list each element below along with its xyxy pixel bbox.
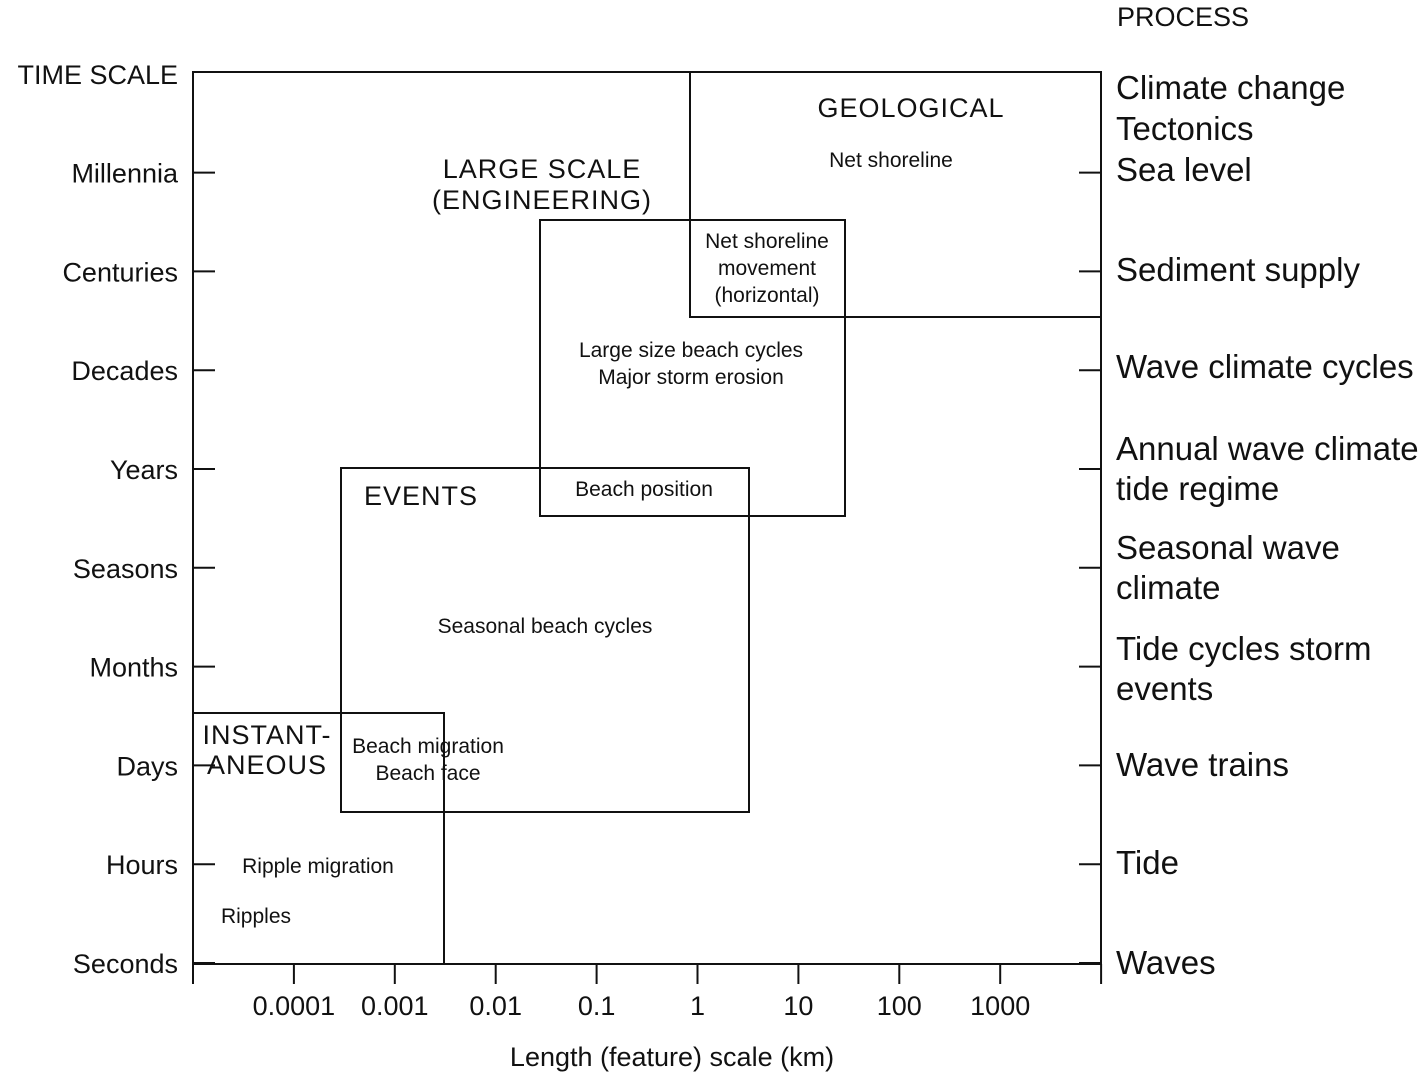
time-label-decades: Decades <box>71 356 178 386</box>
instantaneous-region <box>192 712 445 965</box>
process-label-wave-trains: Wave trains <box>1116 746 1289 783</box>
net-shoreline-movement-label: movement <box>718 257 816 280</box>
geological-region <box>689 71 1102 318</box>
region-annotations: GEOLOGICAL LARGE SCALE(ENGINEERING) EVENTS… <box>203 93 1004 928</box>
length-label: 0.0001 <box>253 991 336 1021</box>
events-region <box>340 467 750 813</box>
time-label-millennia: Millennia <box>71 159 179 189</box>
net-shoreline-movement-label: (horizontal) <box>714 284 819 307</box>
process-title: PROCESS <box>1117 2 1249 32</box>
length-axis: 0.0001 0.001 0.01 0.1 1 10 100 1000 <box>192 964 1103 1021</box>
large-beach-cycles-label: Major storm erosion <box>598 366 784 389</box>
process-label-tectonics: Tectonics <box>1116 110 1254 147</box>
time-label-months: Months <box>89 653 178 683</box>
large-scale-region <box>539 219 846 517</box>
process-label-sediment-supply: Sediment supply <box>1116 251 1360 288</box>
length-label: 0.1 <box>578 991 616 1021</box>
large-beach-cycles-label: Large size beach cycles <box>579 339 803 362</box>
events-title: EVENTS <box>364 481 478 511</box>
ripple-migration-label: Ripple migration <box>242 855 394 878</box>
large-scale-title: (ENGINEERING) <box>432 185 652 215</box>
process-label-seasonal-wave: Seasonal wave <box>1116 529 1340 566</box>
length-label: 0.001 <box>361 991 429 1021</box>
instantaneous-title: ANEOUS <box>207 750 327 780</box>
ripples-label: Ripples <box>221 905 291 928</box>
large-scale-title: LARGE SCALE <box>443 154 642 184</box>
time-scale-title: TIME SCALE <box>17 60 178 90</box>
beach-migration-label: Beach face <box>375 762 480 785</box>
geological-title: GEOLOGICAL <box>817 93 1004 123</box>
length-label: 0.01 <box>469 991 522 1021</box>
plot-frame <box>192 71 1102 965</box>
process-label-sea-level: Sea level <box>1116 151 1252 188</box>
length-label: 100 <box>877 991 922 1021</box>
process-axis-ticks <box>1079 171 1101 964</box>
process-labels: Waves Tide Wave trains Tide cycles stormeve… <box>1116 69 1418 981</box>
instantaneous-title: INSTANT- <box>203 720 332 750</box>
length-label: 1000 <box>970 991 1030 1021</box>
time-label-years: Years <box>110 455 178 485</box>
time-label-centuries: Centuries <box>62 257 178 287</box>
beach-migration-label: Beach migration <box>352 735 504 758</box>
process-label-events: events <box>1116 670 1213 707</box>
length-label: 10 <box>783 991 813 1021</box>
process-label-climate: climate <box>1116 569 1221 606</box>
process-label-waves: Waves <box>1116 944 1216 981</box>
process-label-wave-climate-cycles: Wave climate cycles <box>1116 348 1414 385</box>
time-axis: Seconds Hours Days Months Seasons Years Decade… <box>62 159 215 979</box>
time-label-seasons: Seasons <box>73 554 178 584</box>
process-label-climate-change: Climate change <box>1116 69 1345 106</box>
time-label-seconds: Seconds <box>73 949 178 979</box>
length-label: 1 <box>690 991 705 1021</box>
beach-position-label: Beach position <box>575 478 713 501</box>
time-label-hours: Hours <box>106 850 178 880</box>
net-shoreline-movement-label: Net shoreline <box>705 230 829 253</box>
process-label-tide-cycles-storm: Tide cycles storm <box>1116 630 1372 667</box>
net-shoreline-label: Net shoreline <box>829 149 953 172</box>
seasonal-beach-cycles-label: Seasonal beach cycles <box>438 615 653 638</box>
x-axis-title: Length (feature) scale (km) <box>510 1042 834 1072</box>
process-label-tide-regime: tide regime <box>1116 470 1279 507</box>
process-label-annual-wave-climate: Annual wave climate <box>1116 430 1418 467</box>
time-label-days: Days <box>116 751 178 781</box>
process-label-tide: Tide <box>1116 844 1179 881</box>
